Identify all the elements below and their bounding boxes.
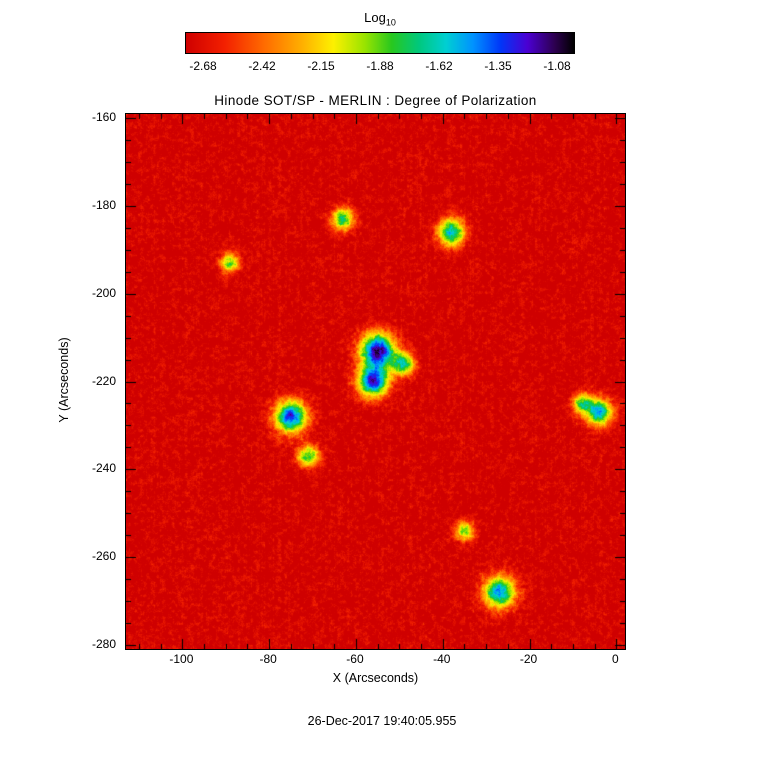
x-tick-label: -60	[346, 652, 364, 666]
colorbar	[185, 32, 575, 54]
colorbar-title: Log10	[185, 10, 575, 28]
colorbar-tick-labels: -2.68 -2.42 -2.15 -1.88 -1.62 -1.35 -1.08	[185, 59, 575, 74]
colorbar-tick-label: -2.68	[189, 59, 217, 73]
colorbar-gradient	[186, 33, 574, 53]
y-tick-label: -180	[91, 198, 116, 213]
y-tick-label: -200	[91, 285, 116, 300]
y-tick-label: -260	[91, 548, 116, 563]
x-tick-label: -100	[169, 652, 194, 666]
y-tick-label: -240	[91, 461, 116, 476]
plot-title: Hinode SOT/SP - MERLIN : Degree of Polar…	[214, 93, 537, 108]
y-tick-label: -160	[91, 110, 116, 125]
y-tick-label: -220	[91, 373, 116, 388]
colorbar-label: Log	[364, 10, 386, 25]
x-tick-label: -80	[259, 652, 277, 666]
colorbar-tick-label: -2.42	[248, 59, 276, 73]
heatmap-canvas	[126, 114, 625, 649]
x-axis-label: X (Arcseconds)	[332, 671, 419, 685]
colorbar-tick-label: -1.35	[484, 59, 512, 73]
colorbar-tick-label: -1.88	[366, 59, 394, 73]
plot-area	[125, 113, 626, 650]
x-tick-label: 0	[611, 652, 619, 666]
x-tick-label: -40	[433, 652, 451, 666]
colorbar-label-subscript: 10	[385, 17, 396, 28]
colorbar-tick-label: -2.15	[307, 59, 335, 73]
y-tick-label: -280	[91, 636, 116, 651]
colorbar-tick-label: -1.62	[425, 59, 453, 73]
x-tick-label: -20	[519, 652, 538, 666]
timestamp: 26-Dec-2017 19:40:05.955	[307, 714, 457, 728]
colorbar-tick-label: -1.08	[543, 59, 571, 73]
